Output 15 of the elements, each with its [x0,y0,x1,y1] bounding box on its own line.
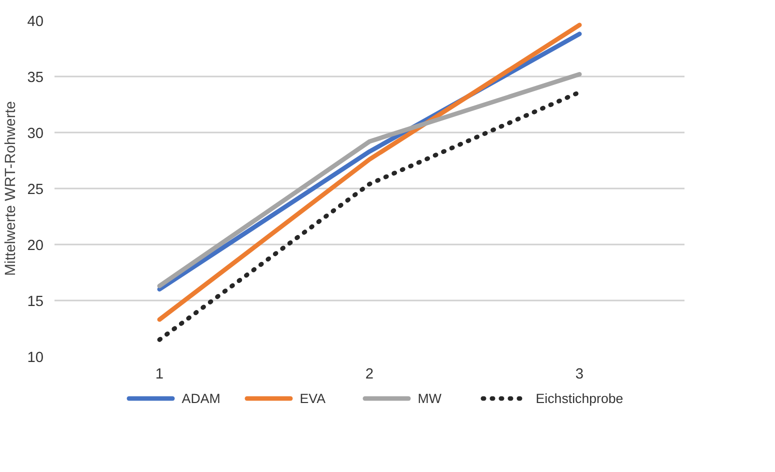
x-tick-label: 2 [365,366,374,382]
y-tick-label: 30 [27,126,44,142]
y-tick-label: 25 [27,182,44,198]
legend-label: EVA [300,391,326,406]
y-axis-title: Mittelwerte WRT-Rohwerte [3,101,20,276]
y-tick-label: 10 [27,350,44,366]
x-tick-label: 1 [155,366,164,382]
y-tick-label: 20 [27,238,44,254]
legend-label: MW [418,391,442,406]
y-tick-label: 15 [27,294,44,310]
x-tick-label: 3 [575,366,584,382]
y-tick-label: 40 [27,14,44,30]
legend-label: Eichstichprobe [536,391,624,406]
y-tick-label: 35 [27,70,44,86]
legend-label: ADAM [182,391,220,406]
